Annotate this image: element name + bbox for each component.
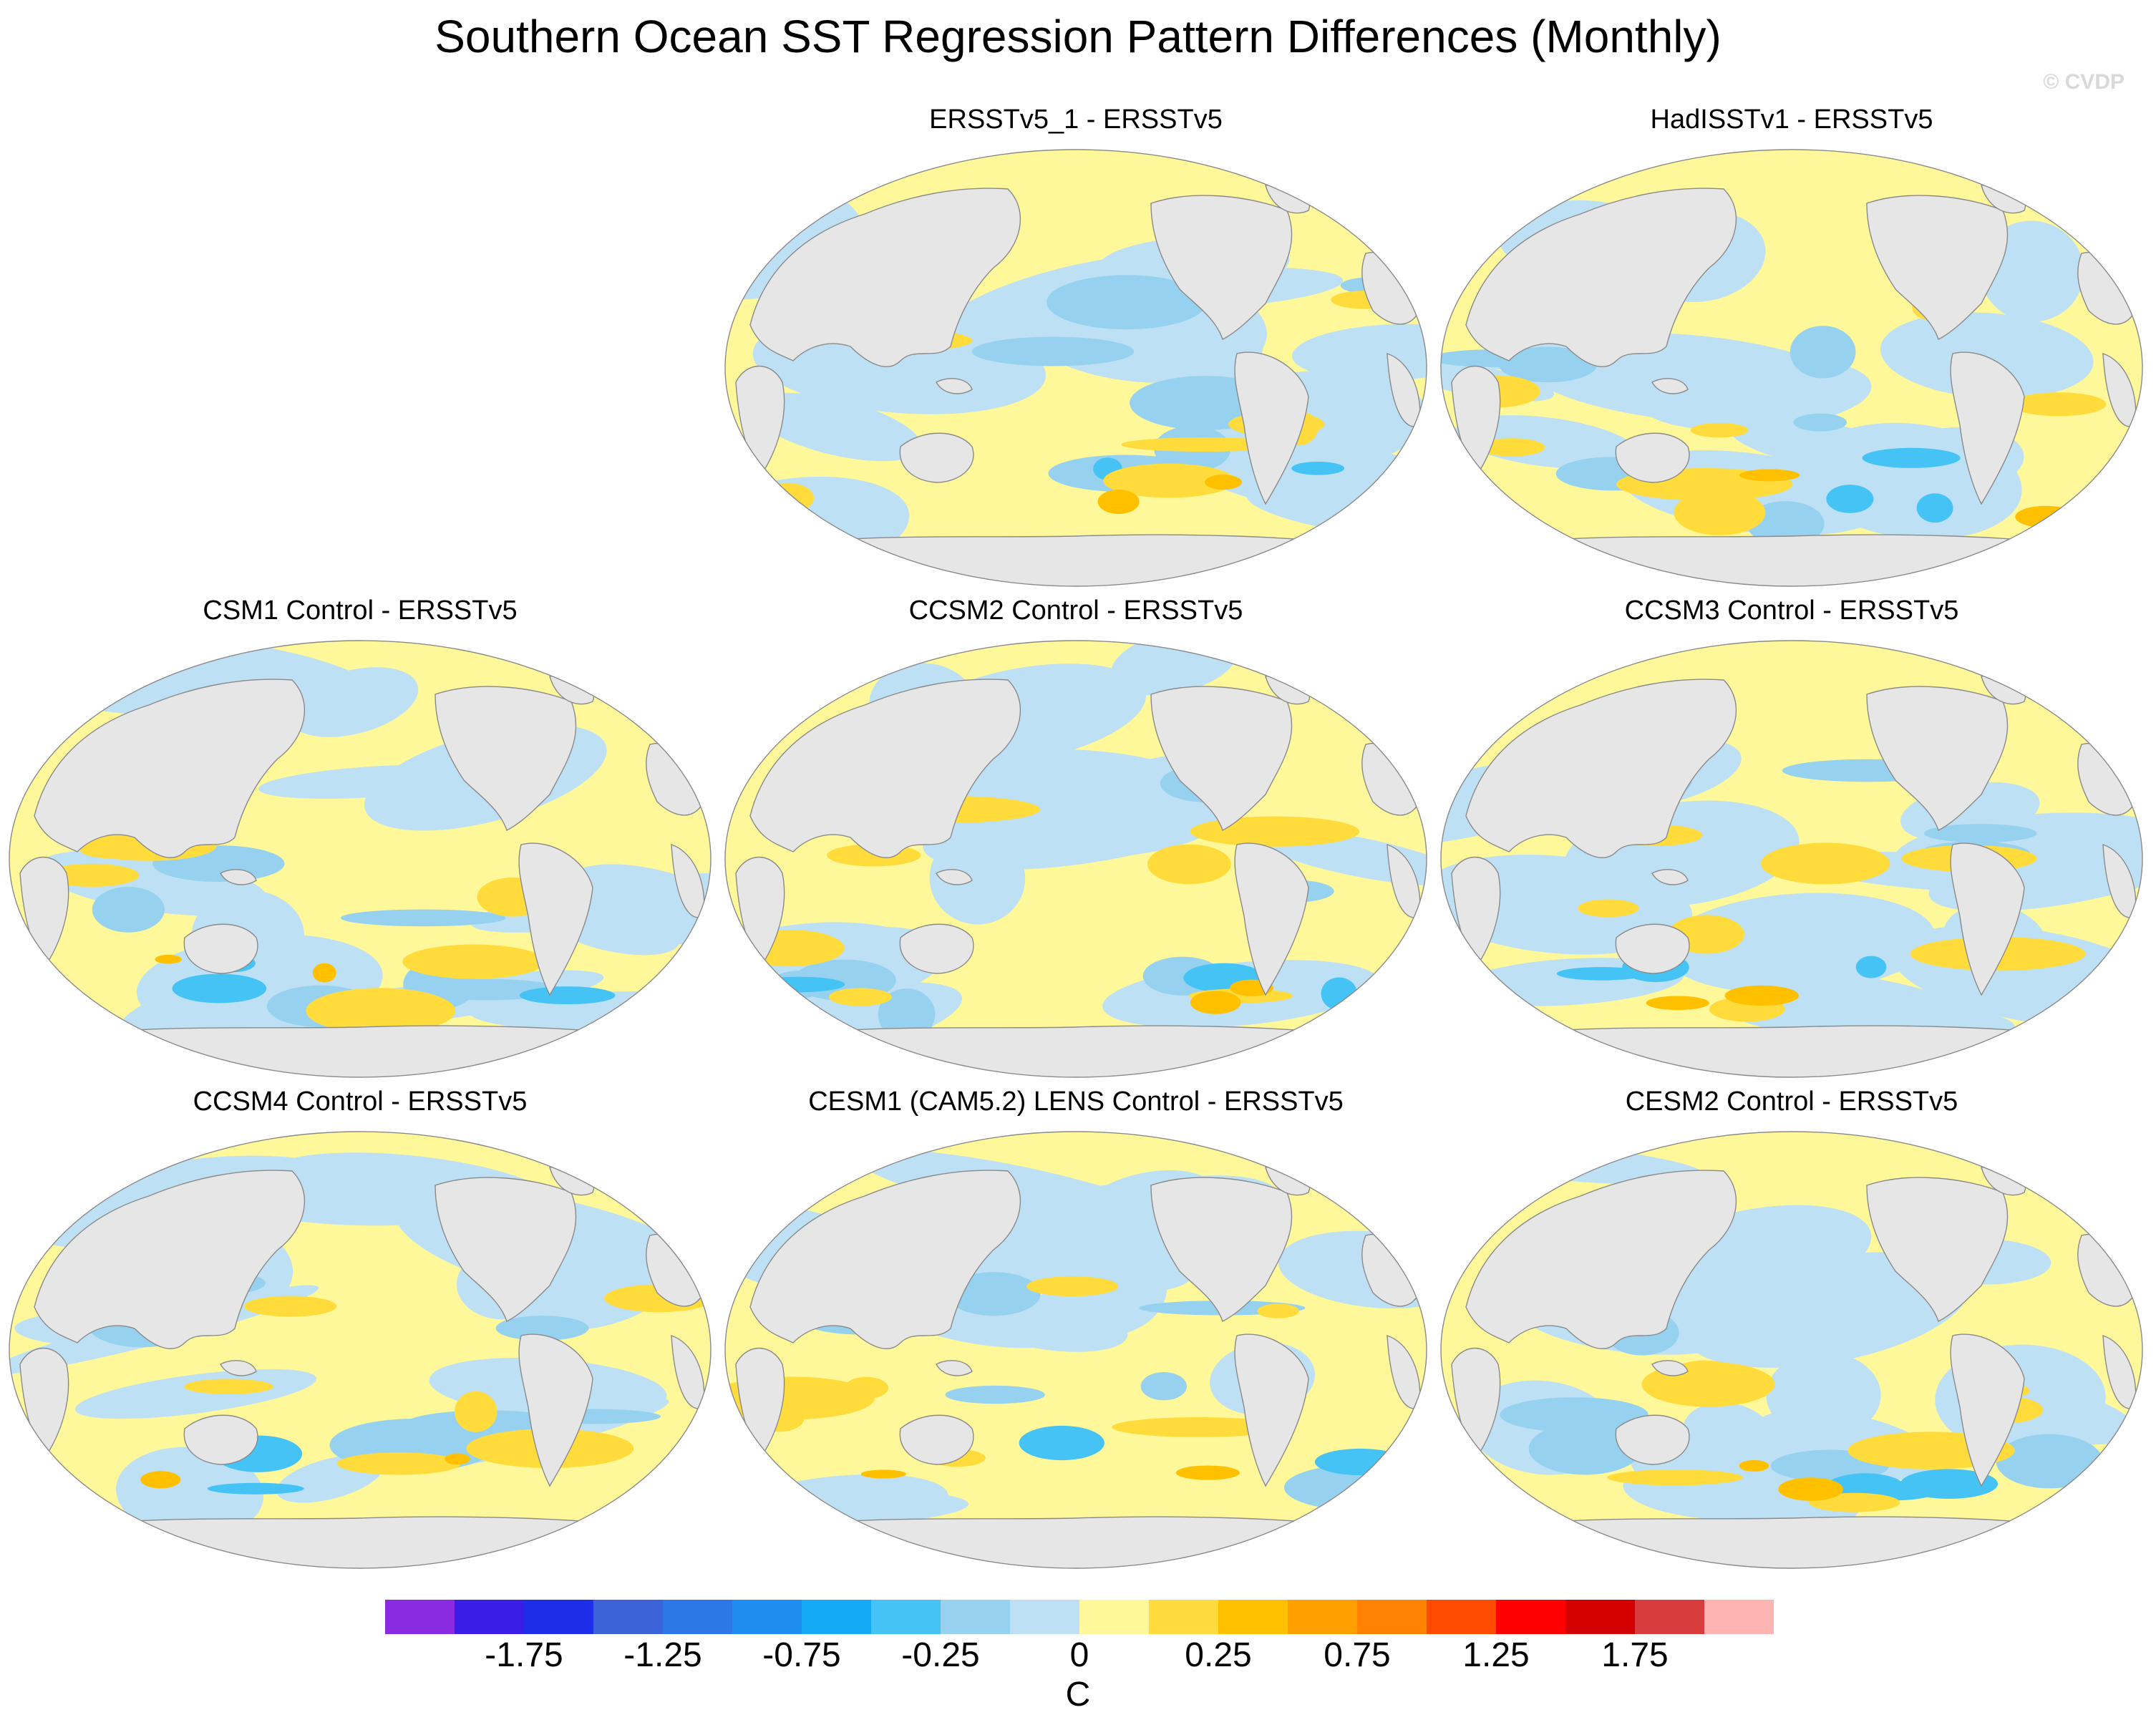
robinson-map [9,1131,712,1569]
colorbar-swatch [802,1600,871,1634]
colorbar-swatch [1288,1600,1357,1634]
colorbar-swatch [524,1600,593,1634]
map-panel-ccsm4: CCSM4 Control - ERSSTv5 [6,1087,714,1573]
colorbar-swatch [732,1600,802,1634]
map-panel-hadisst: HadISSTv1 - ERSSTv5 [1437,105,2146,591]
credit-watermark: © CVDP [2043,70,2125,94]
map-panel-cesm1-lens: CESM1 (CAM5.2) LENS Control - ERSSTv5 [722,1087,1430,1573]
colorbar-swatch [1357,1600,1427,1634]
robinson-map [9,640,712,1078]
panel-title: CESM2 Control - ERSSTv5 [1625,1087,1958,1117]
robinson-map [1440,149,2143,587]
colorbar-tick-label: -1.75 [485,1636,563,1674]
colorbar-swatch [1218,1600,1288,1634]
panel-title: HadISSTv1 - ERSSTv5 [1650,105,1933,135]
colorbar-swatch [1635,1600,1704,1634]
colorbar-tick-label: 0.25 [1185,1636,1252,1674]
colorbar-tick-label: -0.75 [762,1636,841,1674]
panel-title: CCSM3 Control - ERSSTv5 [1624,596,1959,626]
colorbar-swatch [1149,1600,1218,1634]
panel-title: ERSSTv5_1 - ERSSTv5 [929,105,1223,135]
colorbar-tick-label: -1.25 [623,1636,702,1674]
colorbar-swatch [1704,1600,1774,1634]
colorbar-tick-label: 1.75 [1601,1636,1669,1674]
colorbar-tick-label: -0.25 [901,1636,980,1674]
colorbar-swatch [941,1600,1010,1634]
colorbar-tick-label: 1.25 [1462,1636,1530,1674]
robinson-map [724,640,1427,1078]
map-panel-ersstv5-1: ERSSTv5_1 - ERSSTv5 [722,105,1430,591]
colorbar-swatch [1427,1600,1496,1634]
colorbar [385,1600,1774,1634]
map-panel-csm1: CSM1 Control - ERSSTv5 [6,596,714,1082]
panel-title: CCSM4 Control - ERSSTv5 [193,1087,528,1117]
colorbar-tick-label: 0.75 [1324,1636,1391,1674]
robinson-map [724,1131,1427,1569]
colorbar-swatch [871,1600,941,1634]
robinson-map [1440,1131,2143,1569]
colorbar-swatch [1565,1600,1635,1634]
panel-title: CSM1 Control - ERSSTv5 [203,596,518,626]
colorbar-swatch [1010,1600,1079,1634]
colorbar-tick-label: 0 [1069,1636,1089,1674]
map-panel-ccsm2: CCSM2 Control - ERSSTv5 [722,596,1430,1082]
robinson-map [1440,640,2143,1078]
colorbar-swatch [663,1600,732,1634]
colorbar-swatch [1496,1600,1565,1634]
colorbar-swatch [455,1600,524,1634]
robinson-map [724,149,1427,587]
colorbar-unit: C [1065,1676,1091,1714]
colorbar-swatch [593,1600,663,1634]
figure-title: Southern Ocean SST Regression Pattern Di… [434,11,1722,62]
map-panel-cesm2: CESM2 Control - ERSSTv5 [1437,1087,2146,1573]
colorbar-swatch [385,1600,455,1634]
panel-title: CESM1 (CAM5.2) LENS Control - ERSSTv5 [808,1087,1344,1117]
map-panel-ccsm3: CCSM3 Control - ERSSTv5 [1437,596,2146,1082]
panel-title: CCSM2 Control - ERSSTv5 [908,596,1243,626]
colorbar-swatch [1079,1600,1149,1634]
